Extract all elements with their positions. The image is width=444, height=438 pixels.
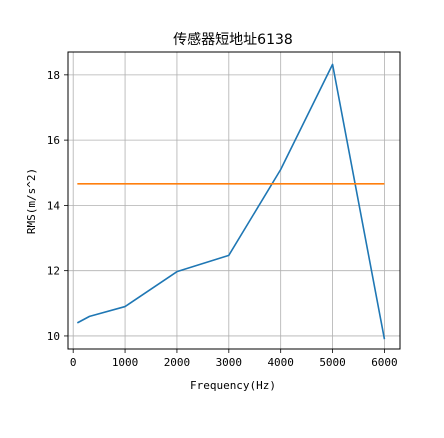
plot-frame bbox=[67, 51, 401, 350]
x-tick-label: 3000 bbox=[216, 356, 243, 369]
x-tick-label: 6000 bbox=[371, 356, 398, 369]
y-tick-label: 18 bbox=[47, 69, 60, 82]
x-axis-ticks: 0 1000 2000 3000 4000 5000 6000 bbox=[70, 349, 398, 369]
y-tick-label: 10 bbox=[47, 330, 60, 343]
y-tick-label: 14 bbox=[47, 199, 61, 212]
y-tick-label: 12 bbox=[47, 265, 60, 278]
y-axis-ticks: 10 12 14 16 18 bbox=[47, 69, 68, 343]
x-tick-label: 1000 bbox=[112, 356, 139, 369]
x-tick-label: 0 bbox=[70, 356, 77, 369]
series-line-1 bbox=[76, 63, 386, 340]
series-layer bbox=[76, 63, 386, 340]
chart-title: 传感器短地址6138 bbox=[173, 31, 293, 48]
y-axis-label: RMS(m/s^2) bbox=[25, 168, 38, 234]
x-tick-label: 4000 bbox=[267, 356, 294, 369]
x-axis-label: Frequency(Hz) bbox=[190, 379, 276, 392]
y-tick-label: 16 bbox=[47, 134, 60, 147]
x-tick-label: 2000 bbox=[164, 356, 191, 369]
x-tick-label: 5000 bbox=[319, 356, 346, 369]
grid bbox=[68, 52, 400, 349]
